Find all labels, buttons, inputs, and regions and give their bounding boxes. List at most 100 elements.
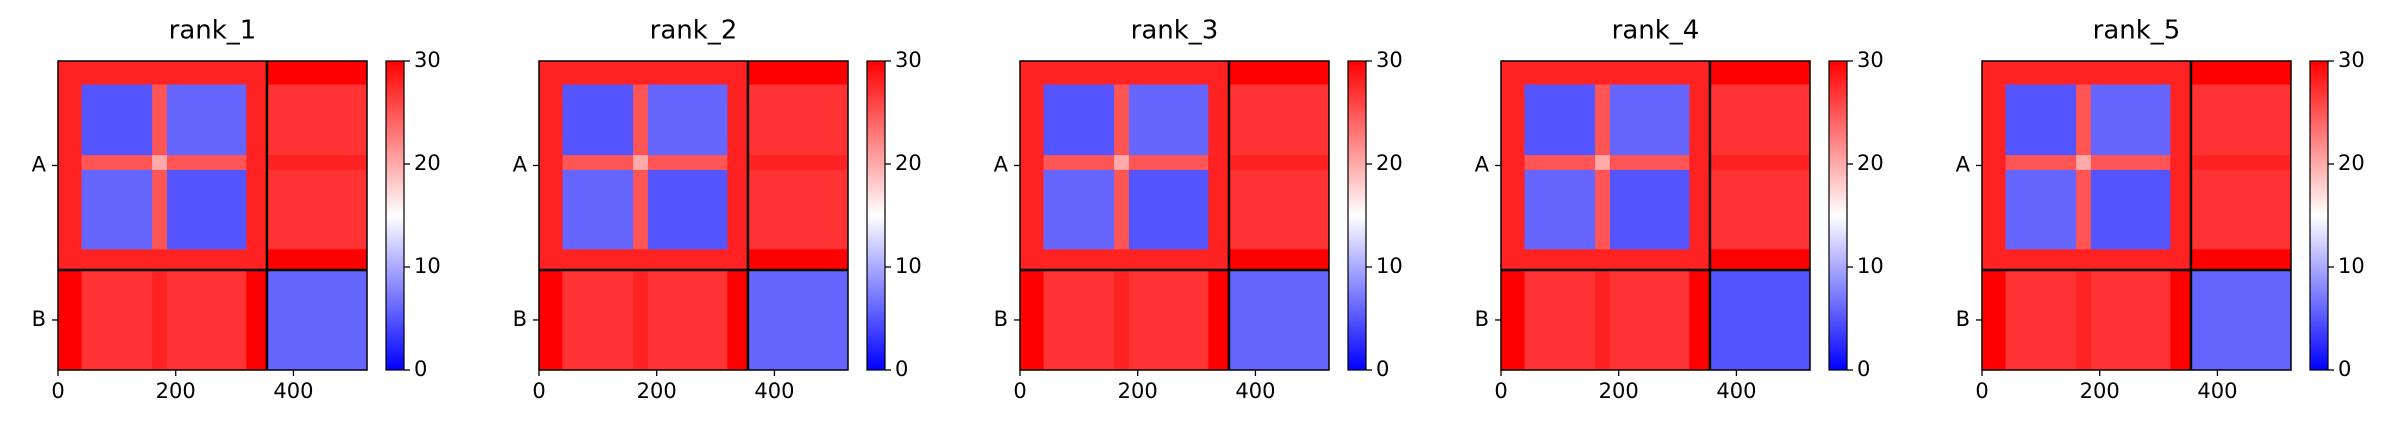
heatmap-cell — [2170, 169, 2192, 250]
heatmap-cell — [1524, 269, 1596, 371]
heatmap-cell — [1114, 249, 1130, 271]
heatmap-cell — [166, 84, 247, 156]
heatmap-cell — [1228, 269, 1330, 371]
y-tick-label: B — [513, 307, 527, 331]
colorbar-tick-label: 20 — [895, 151, 922, 175]
heatmap-cell — [1524, 155, 1596, 171]
heatmap-cell — [266, 269, 368, 371]
heatmap-cell — [633, 269, 649, 371]
axes-frame — [1019, 60, 1330, 371]
heatmap-cell — [2190, 61, 2292, 86]
colorbar — [385, 60, 405, 371]
heatmap-cell — [1709, 269, 1811, 371]
heatmap-cell — [1020, 269, 1045, 371]
colorbar-tick-label: 10 — [1376, 254, 1403, 278]
heatmap-cell — [1595, 269, 1611, 371]
heatmap-cell — [81, 84, 153, 156]
heatmap-cell — [81, 249, 153, 271]
heatmap-cell — [539, 61, 564, 86]
heatmap-cell — [1114, 269, 1130, 371]
heatmap-cell — [152, 61, 168, 86]
heatmap-cell — [81, 155, 153, 171]
heatmap-cell — [246, 269, 268, 371]
heatmap-cell — [1689, 61, 1711, 86]
heatmap-cell — [2076, 84, 2092, 156]
colorbar — [1828, 60, 1848, 371]
panel-title: rank_2 — [650, 16, 738, 46]
heatmap-cell — [539, 249, 564, 271]
heatmap-cell — [1501, 269, 1526, 371]
heatmap-cell — [2190, 84, 2292, 156]
colorbar-tick-label: 10 — [895, 254, 922, 278]
heatmap-cell — [1709, 155, 1811, 171]
x-tick-label: 0 — [1494, 379, 1507, 403]
heatmap-cell — [1208, 84, 1230, 156]
heatmap-cell — [633, 84, 649, 156]
heatmap-cell — [152, 249, 168, 271]
x-tick-label: 200 — [156, 379, 196, 403]
heatmap-cell — [2170, 155, 2192, 171]
heatmap-cell — [1208, 169, 1230, 250]
heatmap-cell — [2076, 61, 2092, 86]
heatmap-cell — [58, 249, 83, 271]
heatmap-cell — [166, 169, 247, 250]
x-tick-label: 400 — [754, 379, 794, 403]
heatmap-cell — [1595, 61, 1611, 86]
y-tick-label: A — [1475, 152, 1490, 176]
heatmap-cell — [2076, 155, 2092, 171]
heatmap-cell — [1128, 61, 1209, 86]
heatmap-cell — [2005, 155, 2077, 171]
x-tick-label: 200 — [1599, 379, 1639, 403]
heatmap-cell — [562, 269, 634, 371]
x-tick-label: 200 — [637, 379, 677, 403]
heatmap-cell — [2190, 269, 2292, 371]
heatmap-cell — [266, 169, 368, 250]
heatmap-cell — [1128, 84, 1209, 156]
heatmap-cell — [727, 61, 749, 86]
heatmap-cell — [747, 84, 849, 156]
heatmap-cell — [1208, 269, 1230, 371]
heatmap-cell — [1043, 249, 1115, 271]
heatmap-cell — [562, 169, 634, 250]
heatmap-cell — [747, 61, 849, 86]
heatmap-cell — [2005, 84, 2077, 156]
heatmap-cell — [2190, 155, 2292, 171]
heatmap-cell — [246, 249, 268, 271]
heatmap-cell — [1114, 61, 1130, 86]
heatmap-cell — [1595, 249, 1611, 271]
colorbar-tick-label: 10 — [2338, 254, 2365, 278]
heatmap-cell — [647, 61, 728, 86]
heatmap-cell — [747, 169, 849, 250]
heatmap-cell — [2090, 155, 2171, 171]
heatmap-cell — [2076, 169, 2092, 250]
heatmap-cell — [1128, 249, 1209, 271]
heatmap-cell — [1609, 84, 1690, 156]
heatmap-cell — [1609, 249, 1690, 271]
heatmap-cell — [1982, 155, 2007, 171]
heatmap-cell — [1043, 84, 1115, 156]
colorbar-tick-label: 30 — [895, 48, 922, 72]
heatmap-cell — [727, 169, 749, 250]
x-tick-label: 400 — [2197, 379, 2237, 403]
heatmap-cell — [1982, 249, 2007, 271]
heatmap-cell — [2170, 269, 2192, 371]
heatmap-cell — [58, 84, 83, 156]
heatmap-cell — [1709, 169, 1811, 250]
heatmap-cell — [633, 61, 649, 86]
axes-frame — [538, 60, 849, 371]
heatmap-cell — [647, 84, 728, 156]
heatmap-cell — [1982, 269, 2007, 371]
colorbar-tick-label: 0 — [2338, 357, 2351, 381]
colorbar-tick-label: 0 — [1857, 357, 1870, 381]
x-tick-label: 0 — [532, 379, 545, 403]
heatmap-cell — [1020, 61, 1045, 86]
heatmap-cell — [1020, 155, 1045, 171]
x-tick-label: 400 — [273, 379, 313, 403]
colorbar-tick-label: 0 — [1376, 357, 1389, 381]
heatmap-cell — [2170, 249, 2192, 271]
colorbar-tick-label: 30 — [1857, 48, 1884, 72]
heatmap-cell — [747, 269, 849, 371]
heatmap-cell — [2005, 269, 2077, 371]
heatmap-cell — [1595, 169, 1611, 250]
heatmap-cell — [2005, 61, 2077, 86]
